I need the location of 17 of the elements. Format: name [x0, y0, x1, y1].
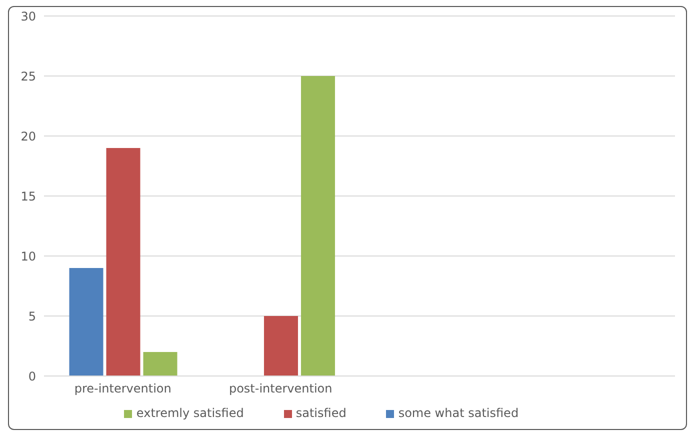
y-tick-label: 5	[28, 309, 36, 324]
y-tick-label: 25	[20, 69, 36, 84]
y-tick-label: 15	[20, 189, 36, 204]
y-tick-label: 30	[20, 9, 36, 24]
y-tick-label: 10	[20, 249, 36, 264]
bar	[106, 148, 140, 376]
legend-label: satisfied	[296, 406, 346, 420]
x-tick-label: post-intervention	[228, 382, 332, 396]
bar	[264, 316, 298, 376]
x-tick-label: pre-intervention	[74, 382, 172, 396]
bar	[143, 352, 178, 376]
bar	[300, 76, 335, 376]
y-tick-label: 20	[20, 129, 36, 144]
y-tick-label: 0	[28, 369, 36, 384]
legend-label: extremly satisfied	[136, 406, 244, 420]
legend-label: some what satisfied	[398, 406, 519, 420]
bar	[69, 268, 104, 376]
